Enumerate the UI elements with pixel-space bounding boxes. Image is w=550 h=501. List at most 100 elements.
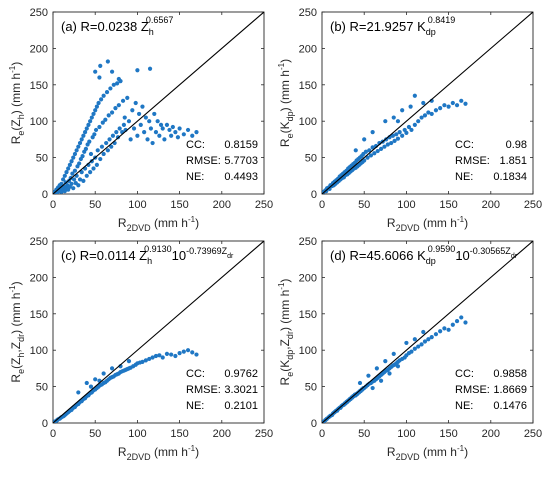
data-point <box>135 133 140 138</box>
panel-a: 0 50 100 150 200 250 0 50 100 150 200 250 (a) R=0.02… <box>8 7 273 233</box>
xlabel-unit: (mm h <box>420 216 457 230</box>
data-point <box>77 161 82 166</box>
data-point <box>426 337 431 342</box>
data-point <box>101 371 106 376</box>
data-point <box>88 384 94 389</box>
data-point <box>158 122 164 127</box>
data-point <box>69 181 74 186</box>
y-tick-label: 150 <box>299 309 317 321</box>
data-point <box>77 177 83 182</box>
data-point <box>392 138 397 143</box>
ylabel-arg-mid: ,Z <box>9 342 23 353</box>
data-point <box>70 171 75 176</box>
title-sup: 0.6567 <box>146 15 174 25</box>
ylabel-arg-sub: h <box>16 114 26 119</box>
data-point <box>84 126 89 131</box>
xlabel-unit-end: ) <box>195 445 199 459</box>
data-point <box>95 148 100 153</box>
ylabel-arg-sub: dp <box>285 111 295 121</box>
y-tick-label: 250 <box>299 7 317 19</box>
data-point <box>185 127 191 133</box>
xlabel-sub: 2DVD <box>127 223 152 233</box>
data-point <box>366 373 371 378</box>
data-point <box>71 186 76 191</box>
data-point <box>422 339 428 344</box>
stat-value: 1.8669 <box>493 384 527 396</box>
data-point <box>419 342 424 347</box>
stat-value: 0.1834 <box>493 171 527 183</box>
data-point <box>419 115 424 120</box>
data-point <box>147 66 153 71</box>
data-point <box>125 95 130 101</box>
title-main: (a) R=0.0238 Z <box>61 19 149 34</box>
data-point <box>115 81 120 86</box>
data-point <box>79 170 84 175</box>
y-tick-label: 200 <box>299 43 317 55</box>
data-point <box>387 371 392 376</box>
x-tick-label: 50 <box>89 199 101 211</box>
ylabel-unit-sup: -1 <box>8 65 17 73</box>
data-point <box>155 119 160 124</box>
data-point <box>412 346 417 351</box>
ylabel-unit-sup: -1 <box>277 62 286 70</box>
data-point <box>175 135 181 140</box>
data-point <box>157 133 162 138</box>
data-point <box>152 111 157 117</box>
data-point <box>64 170 69 175</box>
data-point <box>438 105 443 111</box>
data-point <box>454 318 460 324</box>
ylabel-arg-end: ) <box>9 330 23 334</box>
data-point <box>106 113 111 118</box>
ylabel-arg-sub2: dr <box>16 334 26 342</box>
data-point <box>433 332 439 337</box>
data-point <box>370 130 375 135</box>
data-point <box>76 144 81 149</box>
data-point <box>94 104 99 109</box>
panel-title: (d) R=45.6066 Kdp 0.959010-0.30565Zdr <box>330 244 518 266</box>
x-tick-label: 250 <box>255 428 273 440</box>
ylabel-arg: (Z <box>9 358 23 369</box>
stat-name: NE: <box>455 400 473 412</box>
x-tick-label: 250 <box>524 199 542 211</box>
y-axis-label: Re(Kdp,Zdr) (mm h-1) <box>277 279 295 386</box>
stat-name: CC: <box>186 368 205 380</box>
data-point <box>93 108 98 113</box>
data-point <box>412 337 417 342</box>
xlabel-sub: 2DVD <box>396 223 421 233</box>
y-tick-label: 50 <box>305 153 317 165</box>
xlabel-unit-end: ) <box>464 445 468 459</box>
xlabel-unit: (mm h <box>151 216 188 230</box>
panel-c: 0 50 100 150 200 250 0 50 100 150 200 250 (c) R=0.01… <box>8 236 273 462</box>
data-point <box>59 181 64 186</box>
xlabel-unit-sup: -1 <box>188 444 196 453</box>
title-mid: 10 <box>172 248 186 263</box>
data-point <box>72 151 78 157</box>
title-exp-sup: -0.73969Z <box>186 246 228 256</box>
data-point <box>160 126 165 131</box>
ylabel-arg: (K <box>278 121 292 133</box>
data-point <box>62 173 67 178</box>
stat-value: 0.9762 <box>224 368 258 380</box>
data-point <box>88 151 94 157</box>
data-point <box>353 148 358 153</box>
data-point <box>450 322 455 327</box>
ylabel-main: R <box>278 376 292 385</box>
data-point <box>177 126 182 131</box>
x-tick-label: 50 <box>89 428 101 440</box>
data-point <box>459 98 464 103</box>
data-point <box>454 103 460 108</box>
ylabel-arg: (K <box>278 360 292 372</box>
data-point <box>138 122 143 127</box>
y-axis-label: Re(Zh,Zdr) (mm h-1) <box>8 281 26 382</box>
data-point <box>169 133 174 138</box>
data-point <box>169 352 174 357</box>
data-point <box>71 155 76 160</box>
data-point <box>81 133 86 138</box>
stat-value: 0.9858 <box>493 368 527 380</box>
data-point <box>107 137 112 142</box>
data-point <box>143 115 148 120</box>
data-point <box>76 183 81 188</box>
data-point <box>93 377 98 382</box>
data-point <box>66 166 71 171</box>
title-sub: dp <box>426 27 436 37</box>
